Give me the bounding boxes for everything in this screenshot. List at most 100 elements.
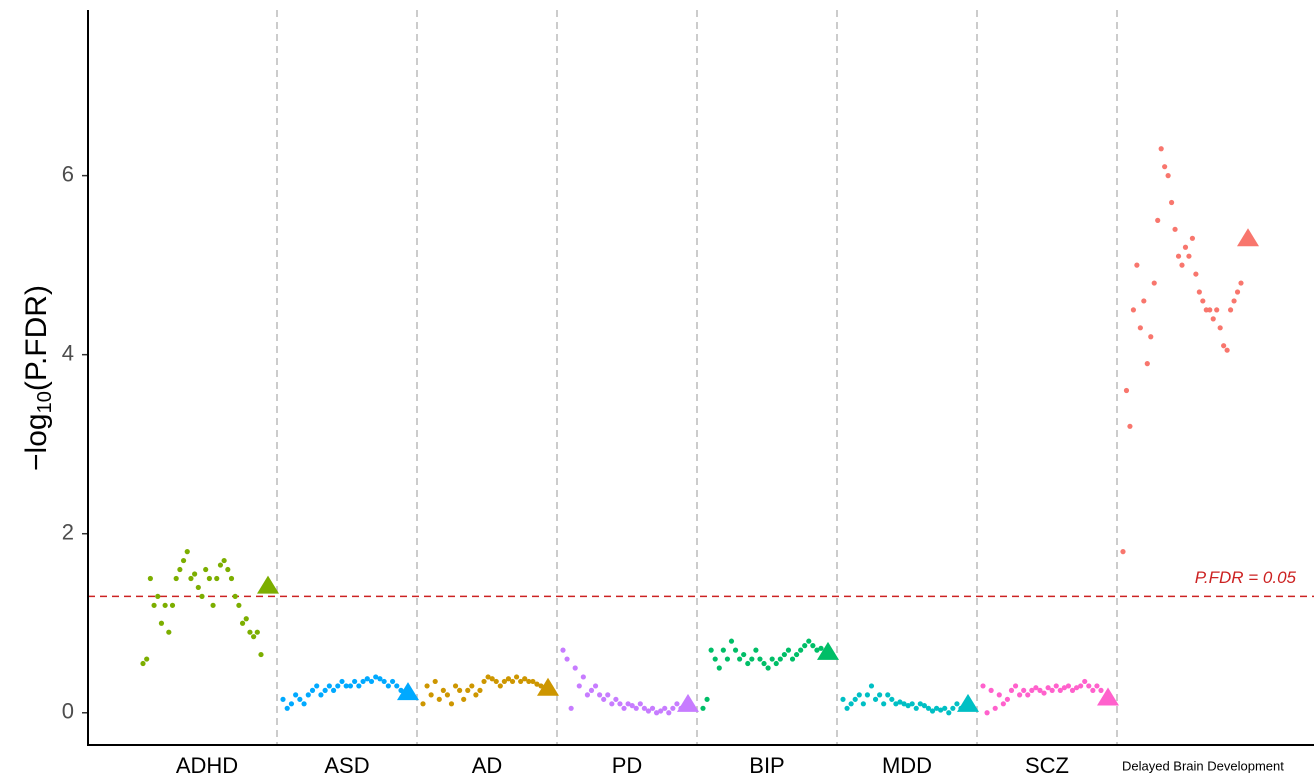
y-axis-label: −log10(P.FDR) (20, 285, 56, 471)
point (712, 656, 718, 662)
point (984, 710, 990, 716)
y-tick-label: 0 (62, 699, 74, 724)
y-tick-label: 6 (62, 161, 74, 186)
point (793, 651, 800, 658)
point (513, 674, 520, 680)
point (497, 683, 503, 689)
point (737, 656, 743, 662)
summary-triangle (537, 677, 559, 696)
summary-triangle (1097, 687, 1119, 706)
summary-triangle (397, 682, 419, 701)
summary-triangle (257, 575, 279, 594)
y-label-prefix: −log (20, 413, 53, 471)
point (1127, 423, 1133, 429)
point (933, 705, 940, 711)
point (724, 656, 731, 662)
point (1168, 199, 1175, 206)
point (228, 575, 235, 582)
point (765, 665, 771, 671)
point (251, 634, 257, 640)
point (1158, 146, 1164, 152)
point (897, 699, 903, 705)
point (1017, 692, 1023, 698)
point (485, 674, 491, 680)
point (720, 647, 726, 653)
point (749, 656, 755, 662)
point (1053, 683, 1059, 689)
point (1221, 343, 1227, 349)
point (670, 705, 676, 711)
point (917, 701, 923, 707)
point (217, 562, 224, 568)
point (162, 602, 168, 608)
point (996, 692, 1002, 698)
y-label-sub: 10 (34, 391, 56, 413)
point (946, 710, 952, 716)
point (818, 645, 824, 651)
point (1144, 361, 1150, 367)
point (158, 620, 165, 626)
point (452, 683, 459, 689)
point (1238, 280, 1244, 286)
point (1065, 683, 1072, 689)
point (1049, 687, 1055, 693)
point (560, 647, 566, 653)
point (1207, 307, 1213, 313)
point (856, 692, 862, 698)
point (1086, 683, 1092, 689)
point (1094, 683, 1100, 689)
point (243, 616, 249, 622)
point (501, 678, 507, 685)
point (1172, 226, 1178, 232)
point (704, 696, 710, 702)
point (394, 683, 400, 689)
point (318, 692, 324, 698)
point (195, 584, 201, 591)
point (373, 674, 379, 680)
point (741, 651, 747, 658)
point (1021, 687, 1027, 693)
point (505, 676, 512, 682)
point (206, 575, 212, 582)
point (1130, 307, 1137, 313)
point (444, 692, 451, 698)
point (147, 575, 153, 582)
point (465, 687, 471, 693)
point (980, 683, 986, 689)
point (785, 647, 792, 653)
point (848, 701, 854, 707)
point (1210, 316, 1216, 322)
point (1025, 692, 1031, 698)
summary-triangle (1237, 228, 1259, 247)
point (436, 696, 442, 702)
x-tick-label: PD (612, 753, 643, 778)
point (568, 705, 574, 711)
x-tick-label: BIP (749, 753, 784, 778)
point (225, 566, 231, 573)
point (1078, 683, 1084, 689)
point (789, 656, 796, 662)
point (584, 692, 591, 698)
point (905, 703, 911, 709)
point (881, 701, 887, 707)
point (942, 705, 948, 711)
y-tick-label: 4 (62, 340, 74, 365)
point (473, 692, 479, 698)
point (1217, 325, 1223, 331)
point (1041, 690, 1047, 696)
point (921, 703, 927, 709)
point (716, 665, 722, 671)
point (613, 696, 619, 702)
point (368, 678, 375, 685)
point (247, 629, 253, 635)
point (1186, 253, 1192, 259)
point (440, 687, 446, 693)
point (728, 638, 735, 644)
point (840, 696, 846, 702)
point (288, 701, 295, 707)
point (592, 683, 599, 689)
point (1189, 235, 1196, 241)
point (339, 678, 345, 685)
point (580, 674, 586, 680)
